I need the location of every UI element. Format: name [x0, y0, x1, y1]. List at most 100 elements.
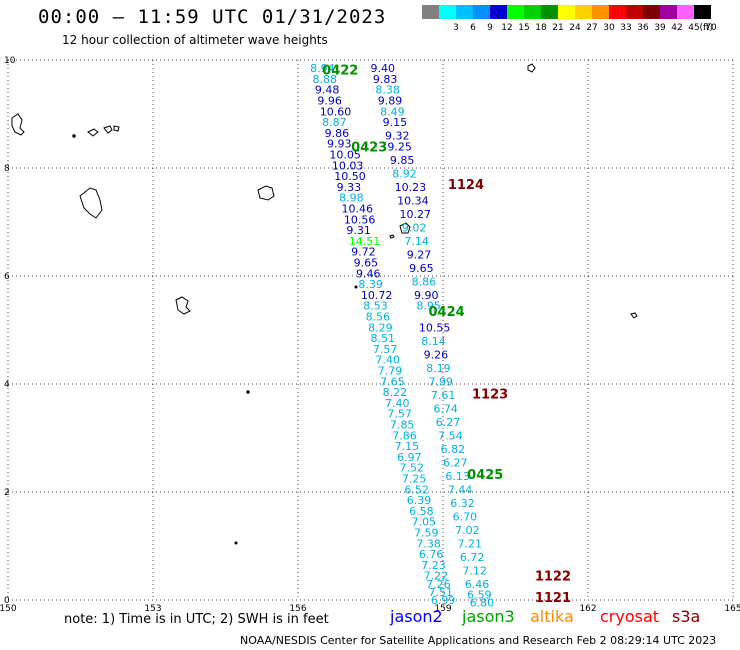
wave-height-label: 6.27 — [443, 456, 468, 469]
legend-swatch — [422, 5, 439, 19]
island-dot — [234, 541, 238, 545]
x-tick-label: 153 — [144, 604, 161, 614]
legend-label: 9 — [487, 23, 493, 33]
legend-swatch — [524, 5, 541, 19]
wave-height-label: 6.39 — [407, 494, 432, 507]
satellite-jason3: jason3 — [462, 607, 515, 626]
wave-height-label: 8.98 — [339, 192, 364, 205]
wave-height-label: 14.51 — [349, 235, 381, 248]
wave-height-label: 9.96 — [317, 95, 342, 108]
wave-height-label: 9.02 — [402, 221, 427, 234]
wave-height-label: 10.46 — [342, 203, 374, 216]
island-outline — [257, 185, 275, 201]
wave-height-label: 7.26 — [426, 578, 451, 591]
island-outline — [399, 222, 411, 234]
wave-height-label: 9.93 — [327, 138, 352, 151]
wave-height-label: 9.86 — [325, 127, 350, 140]
wave-height-label: 10.05 — [329, 149, 361, 162]
legend-unit: (ft) — [699, 23, 713, 33]
legend-label: 45 — [688, 23, 699, 33]
wave-height-label: 9.27 — [407, 248, 432, 261]
pass-time-label: 1121 — [535, 591, 571, 606]
legend-swatch — [575, 5, 592, 19]
pass-time-labels: 0422 0423 1124 0424 1123 0425 1122 1121 — [322, 64, 571, 606]
wave-height-label: 7.22 — [424, 570, 449, 583]
legend-swatch — [677, 5, 694, 19]
pass-time-label: 1122 — [535, 570, 571, 585]
credit-line: NOAA/NESDIS Center for Satellite Applica… — [240, 634, 717, 647]
wave-height-label: 7.59 — [414, 527, 439, 540]
pass-time-label: 1123 — [472, 388, 508, 403]
wave-height-label: 8.53 — [363, 300, 388, 313]
wave-height-label: 10.72 — [361, 289, 393, 302]
wave-height-label: 9.26 — [424, 348, 449, 361]
y-tick-label: 8 — [4, 164, 10, 174]
page-subtitle: 12 hour collection of altimeter wave hei… — [62, 33, 328, 47]
wave-height-label: 8.19 — [426, 362, 451, 375]
y-tick-label: 10 — [4, 56, 16, 66]
wave-height-label: 9.65 — [354, 257, 379, 270]
wave-height-label: 6.76 — [419, 548, 444, 561]
island-dot — [72, 134, 76, 138]
wave-height-label: 8.95 — [416, 300, 441, 313]
island-dot — [246, 390, 250, 394]
legend-label: 21 — [552, 23, 563, 33]
island-outline — [175, 296, 191, 315]
legend-swatch — [473, 5, 490, 19]
wave-height-label: 7.25 — [402, 473, 427, 486]
legend-label: 3 — [453, 23, 459, 33]
legend-swatch — [507, 5, 524, 19]
wave-height-label: 10.23 — [395, 181, 427, 194]
coastlines — [11, 63, 638, 545]
wave-height-label: 6.80 — [470, 597, 495, 610]
wave-height-label: 6.70 — [453, 510, 478, 523]
legend-label: 30 — [603, 23, 615, 33]
wave-height-label: 8.29 — [368, 321, 393, 334]
legend-swatch — [694, 5, 711, 19]
wave-height-label: 6.46 — [465, 578, 490, 591]
wave-height-label: 7.52 — [400, 462, 425, 475]
wave-height-label: 10.60 — [320, 105, 352, 118]
island-outline — [527, 63, 536, 73]
y-tick-label: 0 — [4, 596, 10, 606]
x-tick-label: 159 — [434, 604, 451, 614]
pass-time-label: 0423 — [351, 140, 387, 155]
wave-height-label: 10.55 — [419, 321, 451, 334]
wave-height-label: 6.59 — [467, 589, 492, 602]
wave-height-points: 8.948.889.489.9610.608.879.869.9310.0510… — [310, 62, 494, 610]
wave-height-label: 8.87 — [322, 116, 347, 129]
wave-height-label: 6.52 — [404, 483, 429, 496]
wave-height-label: 6.97 — [397, 451, 422, 464]
wave-height-label: 7.61 — [431, 389, 456, 402]
wave-height-label: 6.74 — [433, 402, 458, 415]
legend-label: 18 — [535, 23, 547, 33]
legend-swatch — [643, 5, 660, 19]
wave-height-label: 7.54 — [438, 429, 463, 442]
wave-height-label: 7.40 — [385, 397, 410, 410]
wave-height-label: 9.83 — [373, 73, 398, 86]
legend-label: 24 — [569, 23, 581, 33]
wave-height-label: 6.13 — [445, 470, 470, 483]
y-tick-label: 6 — [4, 272, 10, 282]
wave-height-label: 7.44 — [448, 483, 473, 496]
legend-swatch — [456, 5, 473, 19]
wave-height-label: 8.51 — [371, 332, 396, 345]
legend-label: 27 — [586, 23, 597, 33]
wave-height-label: 7.21 — [458, 537, 483, 550]
wave-height-label: 7.99 — [429, 375, 454, 388]
wave-height-label: 9.85 — [390, 154, 415, 167]
legend-label: 33 — [620, 23, 631, 33]
y-tick-label: 4 — [4, 380, 10, 390]
wave-height-label: 8.22 — [383, 386, 408, 399]
wave-height-label: 7.12 — [462, 564, 487, 577]
x-tick-label: 156 — [289, 604, 306, 614]
page-title: 00:00 — 11:59 UTC 01/31/2023 — [38, 6, 387, 28]
wave-height-label: 6.32 — [450, 497, 475, 510]
legend-swatch — [439, 5, 456, 19]
x-tick-label: 150 — [0, 604, 17, 614]
wave-height-label: 9.15 — [383, 116, 408, 129]
legend-swatch — [490, 5, 507, 19]
legend-label: 36 — [637, 23, 649, 33]
island-dot — [354, 285, 358, 289]
